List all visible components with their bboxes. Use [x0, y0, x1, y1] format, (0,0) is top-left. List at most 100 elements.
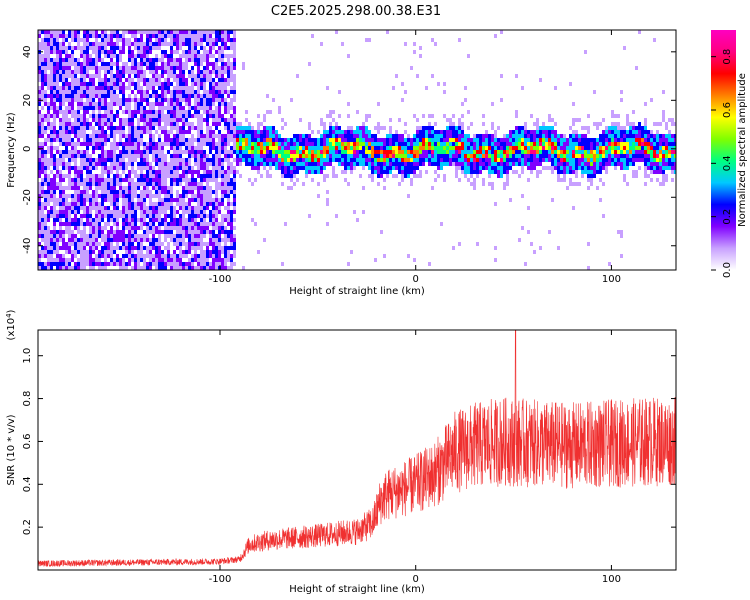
- spectrogram-cell: [548, 134, 551, 138]
- spectrogram-cell: [596, 154, 599, 158]
- spectrogram-cell: [374, 154, 377, 158]
- spectrogram-cell: [44, 238, 47, 242]
- spectrogram-cell: [569, 170, 572, 174]
- spectrogram-cell: [101, 210, 104, 214]
- spectrogram-cell: [83, 258, 86, 262]
- spectrogram-cell: [431, 130, 434, 134]
- spectrogram-cell: [524, 146, 527, 150]
- spectrogram-cell: [224, 42, 227, 46]
- spectrogram-cell: [572, 142, 575, 146]
- spectrogram-cell: [185, 58, 188, 62]
- spectrogram-cell: [278, 158, 281, 162]
- spectrogram-cell: [407, 174, 410, 178]
- spectrogram-cell: [140, 206, 143, 210]
- spectrogram-cell: [590, 162, 593, 166]
- spectrogram-cell: [179, 158, 182, 162]
- spectrogram-cell: [164, 30, 167, 34]
- spectrogram-cell: [359, 138, 362, 142]
- spectrogram-cell: [62, 38, 65, 42]
- spectrogram-cell: [473, 138, 476, 142]
- spectrogram-cell: [599, 198, 602, 202]
- spectrogram-cell: [191, 38, 194, 42]
- spectrogram-cell: [152, 194, 155, 198]
- spectrogram-cell: [65, 94, 68, 98]
- spectrogram-cell: [164, 190, 167, 194]
- spectrogram-cell: [482, 178, 485, 182]
- spectrogram-cell: [611, 110, 614, 114]
- spectrogram-cell: [212, 114, 215, 118]
- spectrogram-cell: [581, 146, 584, 150]
- spectrogram-cell: [206, 262, 209, 266]
- spectrogram-cell: [323, 154, 326, 158]
- spectrogram-cell: [164, 230, 167, 234]
- spectrogram-cell: [95, 214, 98, 218]
- spectrogram-cell: [59, 158, 62, 162]
- spectrogram-cell: [62, 74, 65, 78]
- spectrogram-cell: [122, 238, 125, 242]
- spectrogram-cell: [227, 158, 230, 162]
- spectrogram-cell: [374, 170, 377, 174]
- spectrogram-cell: [491, 122, 494, 126]
- spectrogram-cell: [290, 150, 293, 154]
- spectrogram-cell: [44, 242, 47, 246]
- spectrogram-cell: [113, 222, 116, 226]
- spectrogram-cell: [224, 214, 227, 218]
- spectrogram-cell: [173, 78, 176, 82]
- spectrogram-cell: [605, 158, 608, 162]
- spectrogram-cell: [212, 258, 215, 262]
- spectrogram-cell: [185, 82, 188, 86]
- spectrogram-cell: [458, 178, 461, 182]
- spectrogram-cell: [128, 234, 131, 238]
- spectrogram-cell: [140, 166, 143, 170]
- spectrogram-cell: [563, 138, 566, 142]
- spectrogram-cell: [179, 74, 182, 78]
- spectrogram-cell: [188, 266, 191, 270]
- spectrogram-cell: [50, 234, 53, 238]
- spectrogram-cell: [65, 74, 68, 78]
- spectrogram-cell: [110, 82, 113, 86]
- spectrogram-cell: [53, 174, 56, 178]
- spectrogram-cell: [50, 198, 53, 202]
- spectrogram-cell: [134, 222, 137, 226]
- spectrogram-cell: [434, 134, 437, 138]
- spectrogram-cell: [104, 90, 107, 94]
- spectrogram-cell: [578, 162, 581, 166]
- spectrogram-cell: [173, 178, 176, 182]
- spectrogram-cell: [182, 162, 185, 166]
- spectrogram-cell: [530, 154, 533, 158]
- spectrogram-cell: [452, 150, 455, 154]
- spectrogram-cell: [197, 38, 200, 42]
- spectrogram-cell: [434, 162, 437, 166]
- spectrogram-cell: [77, 70, 80, 74]
- spectrogram-cell: [65, 78, 68, 82]
- spectrogram-cell: [287, 154, 290, 158]
- spectrogram-cell: [206, 206, 209, 210]
- spectrogram-cell: [260, 146, 263, 150]
- spectrogram-cell: [53, 234, 56, 238]
- spectrogram-cell: [110, 210, 113, 214]
- spectrogram-cell: [83, 50, 86, 54]
- spectrogram-cell: [419, 134, 422, 138]
- spectrogram-cell: [71, 198, 74, 202]
- spectrogram-cell: [122, 146, 125, 150]
- spectrogram-cell: [308, 62, 311, 66]
- spectrogram-cell: [494, 158, 497, 162]
- spectrogram-cell: [281, 158, 284, 162]
- spectrogram-cell: [59, 214, 62, 218]
- spectrogram-cell: [569, 162, 572, 166]
- spectrogram-cell: [572, 102, 575, 106]
- spectrogram-cell: [149, 122, 152, 126]
- spectrogram-cell: [101, 202, 104, 206]
- spectrogram-cell: [182, 230, 185, 234]
- spectrogram-cell: [143, 186, 146, 190]
- spectrogram-cell: [167, 34, 170, 38]
- spectrogram-cell: [104, 266, 107, 270]
- spectrogram-cell: [218, 34, 221, 38]
- spectrogram-cell: [161, 190, 164, 194]
- spectrogram-cell: [161, 118, 164, 122]
- spectrogram-cell: [230, 242, 233, 246]
- spectrogram-cell: [140, 114, 143, 118]
- spectrogram-cell: [44, 218, 47, 222]
- spectrogram-cell: [548, 126, 551, 130]
- spectrogram-cell: [596, 150, 599, 154]
